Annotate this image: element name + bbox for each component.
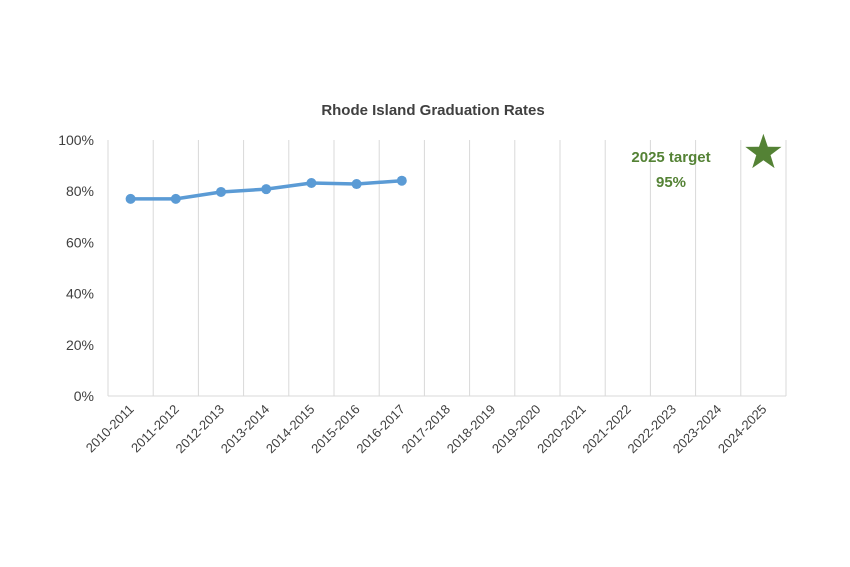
y-tick-label: 60% <box>66 234 94 250</box>
data-point <box>261 184 272 195</box>
data-point <box>216 186 226 197</box>
data-point <box>351 179 362 190</box>
data-point <box>306 178 317 189</box>
chart-title: Rhode Island Graduation Rates <box>321 102 544 119</box>
x-tick-label: 2010-2011 <box>83 402 137 456</box>
y-tick-label: 0% <box>74 388 94 404</box>
y-tick-label: 20% <box>66 337 94 353</box>
data-point <box>125 193 136 204</box>
data-point <box>170 193 181 204</box>
target-annotation-line1: 2025 target <box>631 149 710 166</box>
target-star-icon <box>745 133 782 169</box>
y-tick-label: 40% <box>66 286 94 302</box>
target-annotation-line2: 95% <box>656 174 686 191</box>
y-tick-label: 100% <box>58 132 94 148</box>
series-layer <box>125 175 407 204</box>
data-point <box>396 175 407 186</box>
target-layer: 2025 target 95% <box>631 133 782 191</box>
x-tick-label: 2024-2025 <box>715 402 770 457</box>
y-tick-label: 80% <box>66 183 94 199</box>
